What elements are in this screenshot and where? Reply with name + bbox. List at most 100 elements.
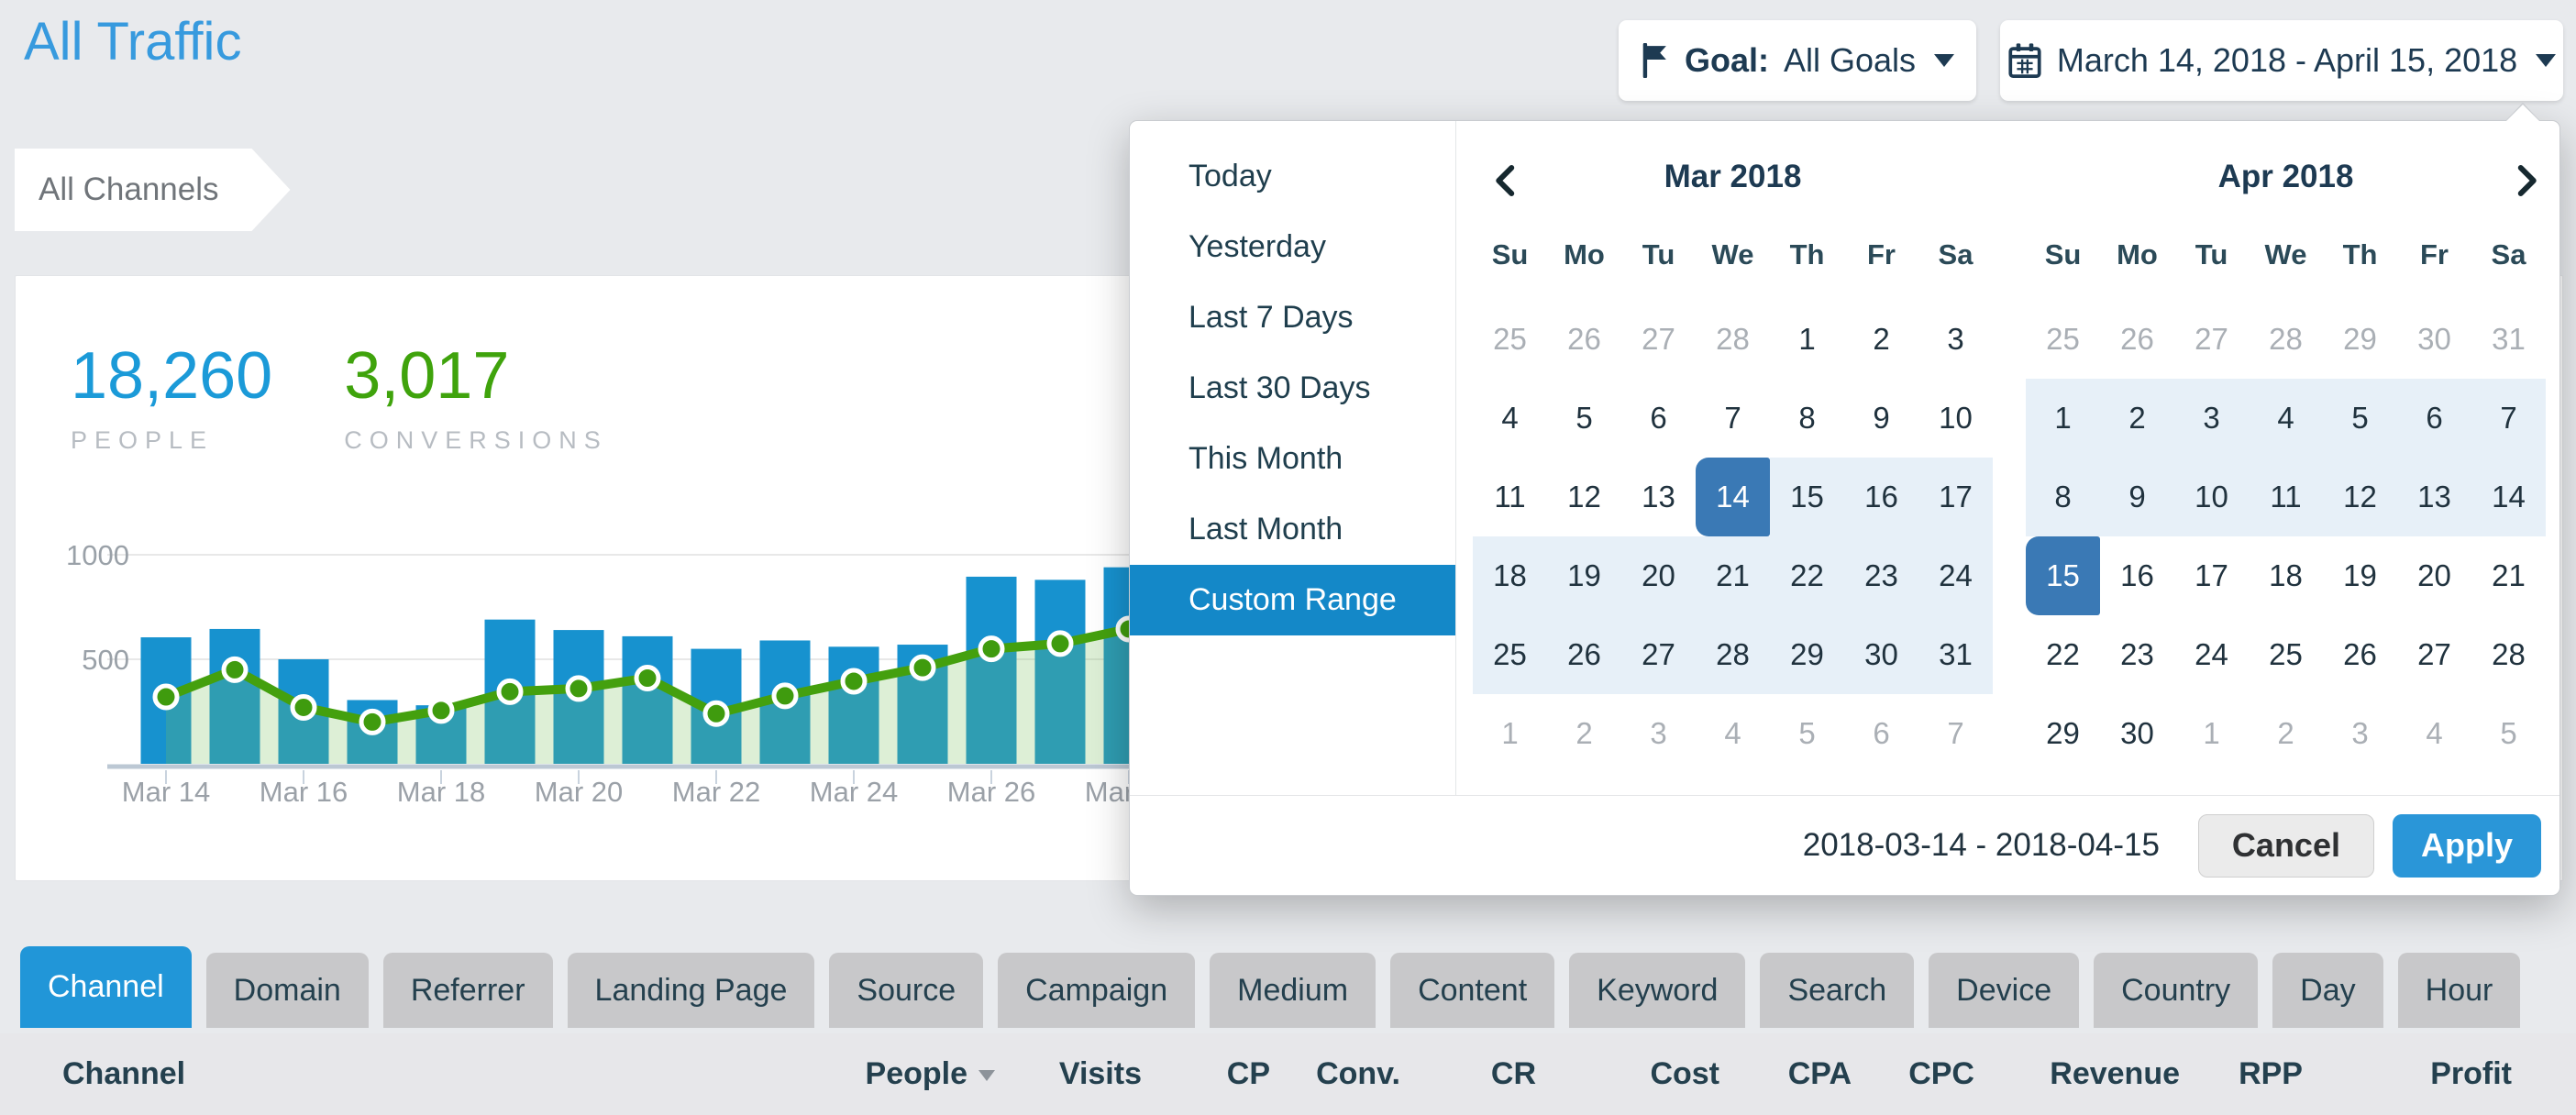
day-cell[interactable]: 7 <box>1724 401 1741 435</box>
day-cell[interactable]: 12 <box>2323 458 2397 536</box>
day-cell[interactable]: 1 <box>2203 716 2220 750</box>
preset-last-7-days[interactable]: Last 7 Days <box>1188 300 1354 335</box>
tab-keyword[interactable]: Keyword <box>1569 953 1746 1028</box>
day-cell[interactable]: 6 <box>1873 716 1890 750</box>
day-cell[interactable]: 1 <box>1798 322 1816 356</box>
column-header-cost[interactable]: Cost <box>1650 1056 1719 1091</box>
next-month-button[interactable] <box>2506 161 2545 200</box>
day-cell[interactable]: 25 <box>2046 322 2080 356</box>
day-cell[interactable]: 4 <box>2426 716 2443 750</box>
day-cell[interactable]: 12 <box>1567 480 1601 513</box>
column-header-conv[interactable]: Conv. <box>1316 1056 1400 1091</box>
day-cell[interactable]: 28 <box>2269 322 2303 356</box>
column-header-people[interactable]: People <box>793 1056 995 1092</box>
preset-today[interactable]: Today <box>1188 159 1272 193</box>
day-cell[interactable]: 8 <box>2026 458 2100 536</box>
preset-custom-range[interactable]: Custom Range <box>1130 565 1455 635</box>
day-cell[interactable]: 9 <box>1873 401 1890 435</box>
tab-day[interactable]: Day <box>2272 953 2383 1028</box>
day-cell[interactable]: 10 <box>1939 401 1973 435</box>
day-cell[interactable]: 16 <box>1844 458 1918 536</box>
apply-button[interactable]: Apply <box>2392 813 2541 878</box>
column-header-cpa[interactable]: CPA <box>1787 1056 1852 1091</box>
day-cell[interactable]: 29 <box>1770 615 1844 694</box>
day-cell[interactable]: 5 <box>2323 379 2397 458</box>
goal-selector-button[interactable]: Goal: All Goals <box>1619 20 1976 101</box>
day-cell[interactable]: 22 <box>1770 536 1844 615</box>
day-cell[interactable]: 13 <box>1642 480 1675 513</box>
day-cell[interactable]: 14 <box>2471 458 2546 536</box>
day-cell[interactable]: 2 <box>1873 322 1890 356</box>
day-cell[interactable]: 27 <box>1642 322 1675 356</box>
day-cell[interactable]: 18 <box>2269 558 2303 592</box>
day-cell[interactable]: 23 <box>2120 637 2154 671</box>
day-cell[interactable]: 26 <box>2120 322 2154 356</box>
day-cell[interactable]: 31 <box>1918 615 1993 694</box>
column-header-cr[interactable]: CR <box>1490 1056 1536 1091</box>
tab-content[interactable]: Content <box>1390 953 1555 1028</box>
day-cell[interactable]: 23 <box>1844 536 1918 615</box>
day-cell[interactable]: 3 <box>1947 322 1964 356</box>
day-cell[interactable]: 4 <box>2249 379 2323 458</box>
day-cell[interactable]: 30 <box>1844 615 1918 694</box>
day-cell[interactable]: 16 <box>2120 558 2154 592</box>
tab-referrer[interactable]: Referrer <box>382 953 553 1028</box>
tab-search[interactable]: Search <box>1760 953 1915 1028</box>
day-cell[interactable]: 1 <box>2026 379 2100 458</box>
day-cell-selected[interactable]: 14 <box>1696 458 1770 536</box>
day-cell[interactable]: 9 <box>2100 458 2174 536</box>
day-cell[interactable]: 3 <box>2351 716 2369 750</box>
day-cell[interactable]: 13 <box>2397 458 2471 536</box>
day-cell[interactable]: 17 <box>1918 458 1993 536</box>
day-cell[interactable]: 27 <box>1621 615 1696 694</box>
day-cell[interactable]: 7 <box>2471 379 2546 458</box>
day-cell[interactable]: 25 <box>1473 615 1547 694</box>
day-cell[interactable]: 8 <box>1798 401 1816 435</box>
day-cell[interactable]: 30 <box>2120 716 2154 750</box>
tab-landing-page[interactable]: Landing Page <box>567 953 815 1028</box>
day-cell[interactable]: 22 <box>2046 637 2080 671</box>
day-cell[interactable]: 20 <box>1621 536 1696 615</box>
day-cell[interactable]: 26 <box>2343 637 2377 671</box>
day-cell[interactable]: 11 <box>1494 480 1526 513</box>
day-cell[interactable]: 28 <box>2492 637 2526 671</box>
day-cell[interactable]: 3 <box>1650 716 1667 750</box>
day-cell-selected[interactable]: 15 <box>2026 536 2100 615</box>
day-cell[interactable]: 30 <box>2417 322 2451 356</box>
column-header-revenue[interactable]: Revenue <box>2050 1056 2180 1091</box>
day-cell[interactable]: 29 <box>2343 322 2377 356</box>
tab-source[interactable]: Source <box>829 953 984 1028</box>
day-cell[interactable]: 3 <box>2174 379 2249 458</box>
day-cell[interactable]: 5 <box>1798 716 1816 750</box>
day-cell[interactable]: 27 <box>2195 322 2228 356</box>
tab-device[interactable]: Device <box>1929 953 2080 1028</box>
day-cell[interactable]: 1 <box>1501 716 1519 750</box>
day-cell[interactable]: 28 <box>1716 322 1750 356</box>
day-cell[interactable]: 19 <box>2343 558 2377 592</box>
day-cell[interactable]: 25 <box>1493 322 1527 356</box>
day-cell[interactable]: 7 <box>1947 716 1964 750</box>
day-cell[interactable]: 24 <box>1918 536 1993 615</box>
day-cell[interactable]: 25 <box>2269 637 2303 671</box>
date-range-button[interactable]: March 14, 2018 - April 15, 2018 <box>2000 20 2563 101</box>
day-cell[interactable]: 10 <box>2174 458 2249 536</box>
day-cell[interactable]: 20 <box>2417 558 2451 592</box>
day-cell[interactable]: 15 <box>1770 458 1844 536</box>
preset-this-month[interactable]: This Month <box>1188 441 1343 476</box>
tab-domain[interactable]: Domain <box>205 953 369 1028</box>
day-cell[interactable]: 6 <box>2397 379 2471 458</box>
day-cell[interactable]: 4 <box>1724 716 1741 750</box>
day-cell[interactable]: 2 <box>2100 379 2174 458</box>
column-header-cp[interactable]: CP <box>1226 1056 1270 1091</box>
column-header-visits[interactable]: Visits <box>1058 1056 1142 1091</box>
day-cell[interactable]: 26 <box>1567 322 1601 356</box>
previous-month-button[interactable] <box>1487 161 1526 200</box>
column-header-channel[interactable]: Channel <box>62 1056 186 1091</box>
column-header-profit[interactable]: Profit <box>2430 1056 2512 1091</box>
day-cell[interactable]: 21 <box>2492 558 2526 592</box>
tab-channel[interactable]: Channel <box>20 946 192 1028</box>
day-cell[interactable]: 24 <box>2195 637 2228 671</box>
tab-campaign[interactable]: Campaign <box>998 953 1196 1028</box>
tab-hour[interactable]: Hour <box>2397 953 2521 1028</box>
column-header-rpp[interactable]: RPP <box>2239 1056 2303 1091</box>
